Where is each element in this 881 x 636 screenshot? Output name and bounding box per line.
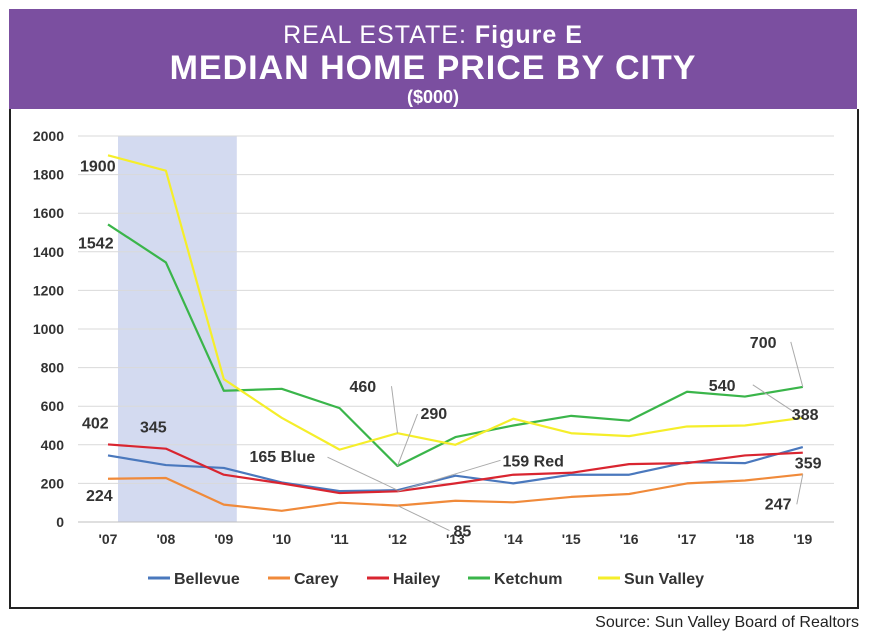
annotation-leader [327,456,398,491]
x-tick-label: '19 [793,531,812,547]
x-tick-label: '08 [156,531,175,547]
x-tick-label: '16 [620,531,639,547]
series-line-carey [107,473,803,512]
data-label: 290 [421,406,448,423]
y-tick-label: 1800 [33,167,64,183]
data-label: 345 [140,419,167,436]
kicker-bold: Figure E [474,21,583,49]
y-tick-label: 800 [41,360,65,376]
chart-title: MEDIAN HOME PRICE BY CITY [169,49,697,87]
data-label: 85 [454,524,472,541]
legend-label: Hailey [393,571,440,588]
data-label: 165 Blue [250,449,316,466]
data-label: 1900 [80,158,116,175]
annotation-leader [796,474,804,505]
data-label: 402 [82,415,109,432]
x-tick-label: '07 [99,531,118,547]
y-tick-label: 600 [41,398,65,414]
x-tick-label: '12 [388,531,407,547]
annotation-leader [397,459,501,492]
x-tick-label: '17 [678,531,697,547]
chart-header: REAL ESTATE: Figure E MEDIAN HOME PRICE … [9,9,857,109]
series-line-hailey [107,443,803,495]
data-label: 540 [709,378,736,395]
data-label: 1542 [78,235,114,252]
chart-subtitle: ($000) [406,87,460,107]
legend-label: Sun Valley [624,571,704,588]
legend-label: Carey [294,571,339,588]
annotation-leader [790,341,804,388]
legend-label: Ketchum [494,571,562,588]
legend-label: Bellevue [174,571,240,588]
y-tick-label: 200 [41,475,65,491]
annotation-leader [397,505,450,532]
annotation-leader [397,413,418,467]
data-label: 359 [795,456,822,473]
x-tick-label: '15 [562,531,581,547]
y-tick-label: 1200 [33,282,64,298]
kicker-plain: REAL ESTATE: [283,21,475,49]
data-label: 247 [765,496,792,513]
data-label: 700 [750,335,777,352]
y-tick-label: 1400 [33,244,64,260]
x-tick-label: '18 [735,531,754,547]
source-note: Source: Sun Valley Board of Realtors [595,614,859,631]
data-label: 460 [350,379,377,396]
y-tick-label: 2000 [33,128,64,144]
x-tick-label: '09 [214,531,233,547]
series-line-ketchum [107,223,803,468]
y-tick-label: 1000 [33,321,64,337]
x-tick-label: '11 [331,531,349,547]
x-tick-label: '13 [446,531,465,547]
series-line-sun-valley [107,154,803,451]
chart-kicker: REAL ESTATE: Figure E [9,21,857,50]
data-label: 388 [792,407,819,424]
x-tick-label: '10 [272,531,291,547]
y-tick-label: 0 [56,514,64,530]
x-tick-label: '14 [504,531,523,547]
data-label: 224 [86,488,113,505]
data-label: 159 Red [503,453,564,470]
y-tick-label: 1600 [33,205,64,221]
annotation-leader [752,384,804,419]
y-tick-label: 400 [41,437,65,453]
annotation-leader [391,386,398,434]
